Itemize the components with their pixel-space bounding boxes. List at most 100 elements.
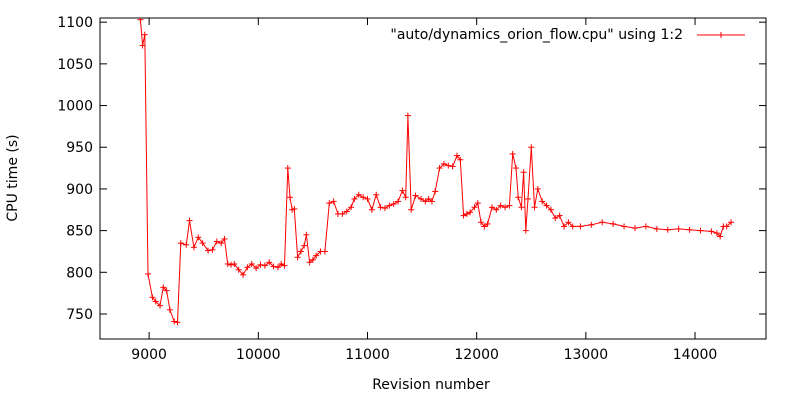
y-axis-label: CPU time (s) [5, 134, 21, 221]
axis-ticks: 9000 10000 11000 12000 13000 14000 750 800 850 90… [57, 15, 766, 363]
data-point [313, 252, 320, 259]
legend-label: "auto/dynamics_orion_flow.cpu" using 1:2 [390, 27, 683, 43]
series-clip-group [137, 18, 735, 326]
data-point [149, 294, 156, 301]
data-point [399, 187, 406, 194]
data-point [199, 240, 206, 247]
data-point [231, 260, 238, 267]
data-point [653, 225, 660, 232]
data-point [520, 169, 527, 176]
data-point [281, 262, 288, 269]
data-point [506, 202, 513, 209]
data-point [284, 165, 291, 172]
x-tick-label: 12000 [454, 347, 499, 363]
legend: "auto/dynamics_orion_flow.cpu" using 1:2 [390, 27, 745, 43]
data-point [599, 219, 606, 226]
data-point [174, 319, 181, 326]
data-point [355, 191, 362, 198]
data-point [145, 270, 152, 277]
data-point [556, 212, 563, 219]
data-point [697, 227, 704, 234]
data-point [539, 198, 546, 205]
data-point [610, 220, 617, 227]
data-point [664, 226, 671, 233]
data-point [266, 259, 273, 266]
data-point [291, 205, 298, 212]
data-point [278, 260, 285, 267]
data-point [270, 263, 277, 270]
data-point [297, 248, 304, 255]
data-point [309, 256, 316, 263]
data-point [330, 198, 337, 205]
data-point [547, 206, 554, 213]
data-point [244, 264, 251, 271]
y-tick-label: 1050 [57, 57, 93, 73]
data-point [408, 206, 415, 213]
data-point [588, 221, 595, 228]
legend-marker [718, 32, 724, 38]
data-point [166, 306, 173, 313]
data-point [205, 247, 212, 254]
data-point [213, 238, 220, 245]
data-point [417, 195, 424, 202]
data-point [534, 185, 541, 192]
data-point [137, 18, 144, 23]
data-point [522, 227, 529, 234]
data-point [515, 194, 522, 201]
data-point [454, 152, 461, 159]
data-point [228, 261, 235, 268]
y-tick-label: 1100 [57, 15, 93, 31]
data-point [348, 204, 355, 211]
data-point [402, 194, 409, 201]
x-tick-label: 11000 [345, 347, 390, 363]
data-point [240, 271, 247, 278]
data-point [528, 144, 535, 151]
x-tick-label: 10000 [236, 347, 281, 363]
data-point [467, 209, 474, 216]
data-point [183, 241, 190, 248]
data-point [422, 198, 429, 205]
data-point [686, 226, 693, 233]
data-point [478, 219, 485, 226]
data-point [440, 160, 447, 167]
data-point [471, 204, 478, 211]
data-point [157, 302, 164, 309]
data-point [253, 265, 260, 272]
data-point [377, 204, 384, 211]
data-point [713, 230, 720, 237]
data-point [303, 231, 310, 238]
data-point [364, 195, 371, 202]
data-point [163, 287, 170, 294]
data-point [502, 204, 509, 211]
data-point [723, 223, 730, 230]
data-point [497, 202, 504, 209]
x-tick-label: 9000 [131, 347, 167, 363]
data-series [137, 18, 735, 326]
data-point [339, 210, 346, 217]
data-point [449, 163, 456, 170]
data-point [524, 195, 531, 202]
data-point [235, 266, 242, 273]
data-point [631, 225, 638, 232]
data-point [481, 223, 488, 230]
data-point [381, 205, 388, 212]
data-point [221, 235, 228, 242]
data-point [248, 260, 255, 267]
data-point [190, 244, 197, 251]
data-point [436, 165, 443, 172]
y-tick-label: 800 [66, 265, 93, 281]
data-point [675, 225, 682, 232]
data-point [463, 210, 470, 217]
data-point [257, 261, 264, 268]
data-point [274, 264, 281, 271]
data-point [195, 234, 202, 241]
data-point [395, 198, 402, 205]
data-point [621, 223, 628, 230]
data-point [543, 202, 550, 209]
data-point [294, 254, 301, 261]
data-point [306, 259, 313, 266]
data-point [152, 298, 159, 305]
y-tick-label: 850 [66, 224, 93, 240]
data-point [493, 206, 500, 213]
data-point [343, 208, 350, 215]
